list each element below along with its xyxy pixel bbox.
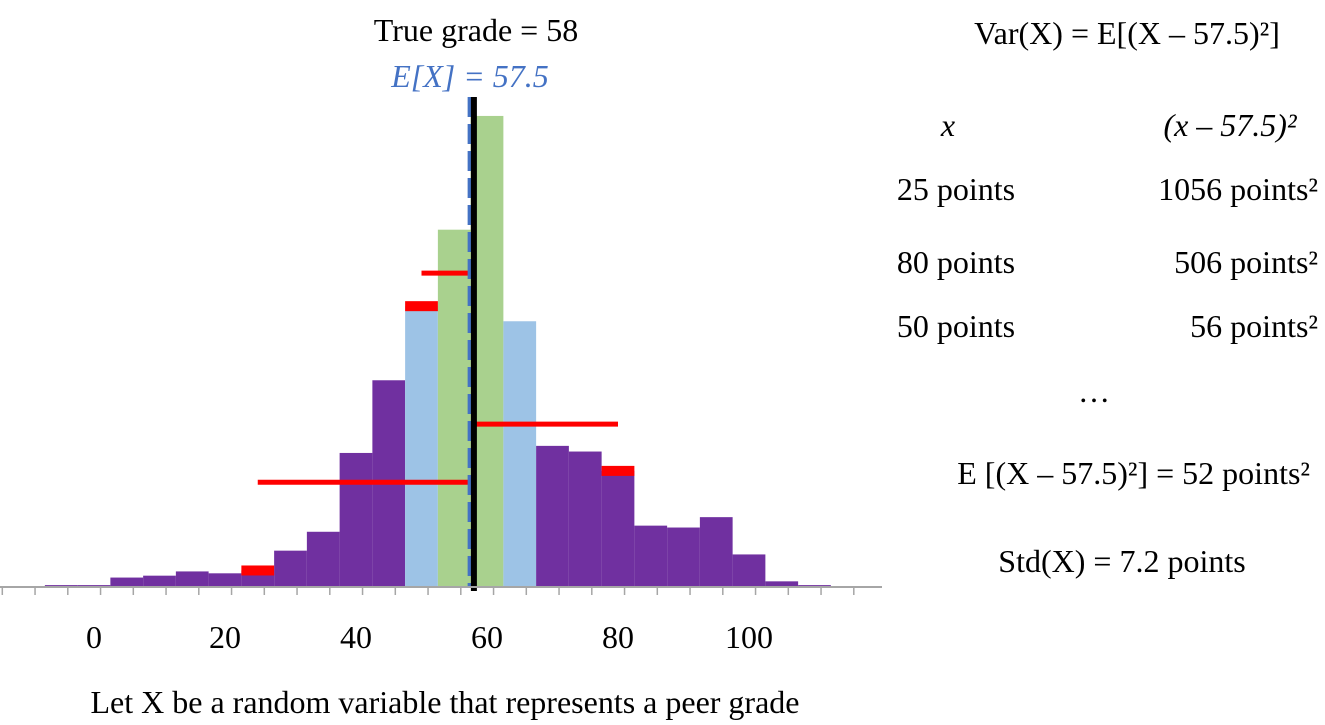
row-1-squared: 1056 points² — [1158, 171, 1318, 207]
x-tick-label: 60 — [471, 619, 503, 655]
x-tick-label: 40 — [340, 619, 372, 655]
histogram-bar — [274, 550, 307, 587]
x-tick-label: 80 — [602, 619, 634, 655]
histogram-bar — [568, 451, 602, 587]
histogram-bar — [143, 575, 176, 587]
histogram-bar — [306, 531, 340, 587]
histogram-bar — [601, 470, 635, 587]
overlay-marks — [241, 97, 635, 591]
row-3-x: 50 points — [897, 308, 1015, 344]
histogram-bar — [699, 517, 733, 587]
ellipsis: … — [1078, 373, 1110, 409]
histogram-bar — [503, 321, 537, 587]
histogram-bar — [765, 581, 799, 587]
x-axis: 0 20 40 60 80 100 — [0, 586, 882, 655]
histogram-bar — [405, 306, 438, 587]
x-tick-label: 20 — [209, 619, 241, 655]
histogram-bar — [175, 571, 209, 587]
bar-top-marker — [405, 301, 438, 312]
row-3-squared: 56 points² — [1190, 308, 1318, 344]
histogram-bar — [536, 445, 569, 587]
column-header-squared-deviation: (x – 57.5)² — [1163, 107, 1298, 143]
histogram-bar — [110, 577, 144, 587]
variance-definition: Var(X) = E[(X – 57.5)²] — [974, 15, 1280, 51]
histogram-bars — [44, 115, 831, 588]
bar-top-marker — [241, 565, 275, 576]
histogram-bar — [732, 554, 766, 587]
x-tick-label: 0 — [86, 619, 102, 655]
std-result: Std(X) = 7.2 points — [998, 543, 1245, 579]
column-header-x: x — [940, 107, 955, 143]
x-tick-label: 100 — [725, 619, 773, 655]
histogram-bar — [339, 452, 373, 587]
expectation-result: E [(X – 57.5)²] = 52 points² — [957, 455, 1310, 491]
x-axis-label: Let X be a random variable that represen… — [91, 684, 800, 720]
histogram-bar — [437, 229, 471, 588]
histogram-bar — [208, 573, 242, 587]
row-2-x: 80 points — [897, 244, 1015, 280]
bar-top-marker — [601, 465, 635, 476]
expected-value-label: E[X] = 57.5 — [390, 58, 549, 94]
histogram-bar — [634, 525, 668, 587]
chart-title: True grade = 58 — [374, 12, 578, 48]
row-2-squared: 506 points² — [1174, 244, 1318, 280]
histogram-bar — [667, 527, 700, 587]
row-1-x: 25 points — [897, 171, 1015, 207]
